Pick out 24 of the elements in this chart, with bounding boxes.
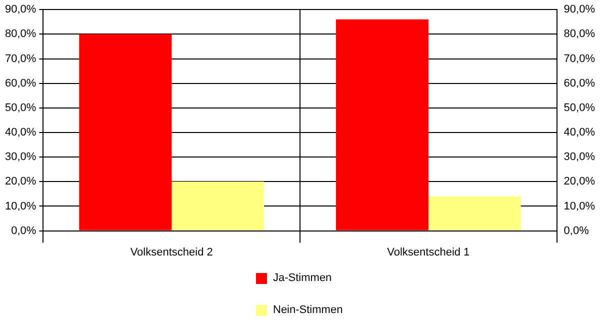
y2-tick-label: 50,0% <box>564 102 596 114</box>
y-tick-label: 70,0% <box>4 52 36 65</box>
y2-tick-label: 30,0% <box>564 151 596 164</box>
y-tick-label: 50,0% <box>4 102 36 114</box>
y-tick-label: 20,0% <box>4 176 36 188</box>
legend-label: Nein-Stimmen <box>273 304 343 316</box>
y-tick-label: 40,0% <box>4 126 36 139</box>
y-tick-label: 0,0% <box>11 224 36 237</box>
y2-tick-label: 20,0% <box>564 176 596 188</box>
y2-tick-label: 60,0% <box>564 77 596 90</box>
y-tick-label: 90,0% <box>4 4 36 16</box>
x-tick-label: Volksentscheid 1 <box>387 246 470 258</box>
y-tick-label: 80,0% <box>4 28 36 40</box>
y-tick-label: 60,0% <box>4 77 36 90</box>
legend-label: Ja-Stimmen <box>273 272 332 284</box>
y2-tick-label: 0,0% <box>564 224 590 237</box>
y2-tick-label: 40,0% <box>564 126 596 139</box>
y2-tick-label: 80,0% <box>564 28 596 40</box>
y2-tick-label: 10,0% <box>564 200 596 212</box>
y2-tick-label: 70,0% <box>564 52 596 65</box>
x-tick-label: Volksentscheid 2 <box>130 246 213 258</box>
y2-tick-label: 90,0% <box>564 4 596 16</box>
y-tick-label: 30,0% <box>4 151 36 164</box>
y-tick-label: 10,0% <box>4 200 36 212</box>
